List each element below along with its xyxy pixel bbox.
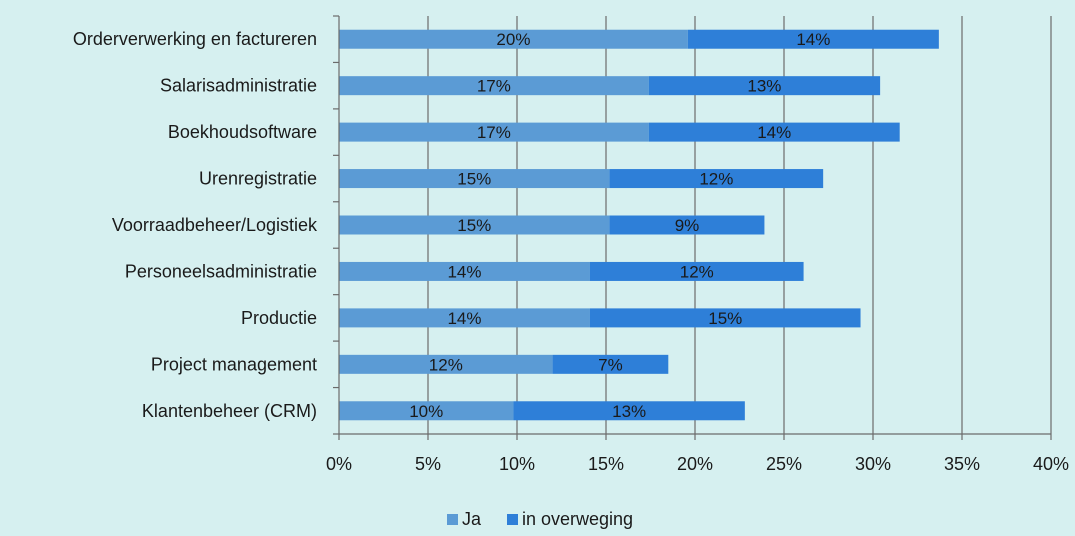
category-label: Salarisadministratie xyxy=(160,76,317,96)
axis-layer: 0% 5% 10% 15% 20% 25% 30% 35% 40% Orderverwerking… xyxy=(73,15,1069,474)
bar-in-overweging xyxy=(687,29,939,49)
data-label: 14% xyxy=(447,262,481,281)
bar-in-overweging xyxy=(648,122,900,142)
bar-in-overweging xyxy=(609,215,765,235)
bar-in-overweging xyxy=(552,354,669,374)
data-label: 17% xyxy=(477,123,511,142)
x-tick-label: 25% xyxy=(766,454,802,474)
bar-ja xyxy=(339,76,649,96)
data-label: 12% xyxy=(680,262,714,281)
category-label: Personeelsadministratie xyxy=(125,261,317,281)
bar-ja xyxy=(339,215,610,235)
bar-ja xyxy=(339,29,688,49)
x-tick-label: 10% xyxy=(499,454,535,474)
bar-in-overweging xyxy=(648,76,881,96)
legend-swatch xyxy=(507,514,518,525)
category-label: Klantenbeheer (CRM) xyxy=(142,401,317,421)
legend: Ja in overweging xyxy=(447,509,633,529)
category-label: Voorraadbeheer/Logistiek xyxy=(112,215,318,235)
legend-label: in overweging xyxy=(522,509,633,529)
bar-in-overweging xyxy=(609,169,824,189)
data-label: 13% xyxy=(747,77,781,96)
bar-in-overweging xyxy=(589,261,804,281)
category-label: Urenregistratie xyxy=(199,169,317,189)
bar-ja xyxy=(339,122,649,142)
data-label: 12% xyxy=(699,170,733,189)
x-tick-label: 30% xyxy=(855,454,891,474)
category-label: Project management xyxy=(151,354,317,374)
data-label: 15% xyxy=(708,309,742,328)
bar-in-overweging xyxy=(589,308,861,328)
x-tick-label: 35% xyxy=(944,454,980,474)
data-label: 15% xyxy=(457,216,491,235)
category-label: Productie xyxy=(241,308,317,328)
data-label: 9% xyxy=(675,216,700,235)
data-label: 7% xyxy=(598,355,623,374)
data-label: 12% xyxy=(429,355,463,374)
x-tick-label: 0% xyxy=(326,454,352,474)
data-label: 13% xyxy=(612,402,646,421)
category-label: Orderverwerking en factureren xyxy=(73,29,317,49)
bar-in-overweging xyxy=(513,401,745,421)
bar-ja xyxy=(339,169,610,189)
legend-swatch xyxy=(447,514,458,525)
data-label: 10% xyxy=(409,402,443,421)
legend-label: Ja xyxy=(462,509,482,529)
category-label: Boekhoudsoftware xyxy=(168,122,317,142)
bar-ja xyxy=(339,308,590,328)
bar-ja xyxy=(339,261,590,281)
data-label: 20% xyxy=(496,30,530,49)
data-label: 14% xyxy=(796,30,830,49)
bars-layer: 20% 14% 17% 13% 17% 14% 15% 12% 15% 9% 14% 12% 14% 15… xyxy=(339,29,939,421)
data-label: 14% xyxy=(447,309,481,328)
data-label: 17% xyxy=(477,77,511,96)
x-tick-label: 40% xyxy=(1033,454,1069,474)
x-tick-label: 20% xyxy=(677,454,713,474)
data-label: 15% xyxy=(457,170,491,189)
data-label: 14% xyxy=(757,123,791,142)
bar-ja xyxy=(339,354,553,374)
x-tick-label: 5% xyxy=(415,454,441,474)
bar-ja xyxy=(339,401,514,421)
x-tick-label: 15% xyxy=(588,454,624,474)
